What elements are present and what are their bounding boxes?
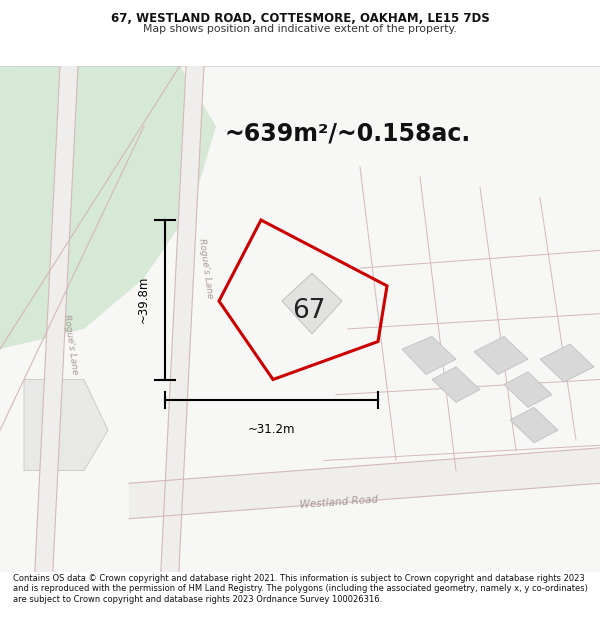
- Text: 67: 67: [292, 298, 326, 324]
- Text: ~31.2m: ~31.2m: [248, 422, 295, 436]
- Text: ~39.8m: ~39.8m: [137, 276, 150, 324]
- Polygon shape: [35, 66, 78, 572]
- Polygon shape: [129, 448, 600, 519]
- Polygon shape: [24, 379, 108, 471]
- Text: 67, WESTLAND ROAD, COTTESMORE, OAKHAM, LE15 7DS: 67, WESTLAND ROAD, COTTESMORE, OAKHAM, L…: [110, 12, 490, 26]
- Text: Westland Road: Westland Road: [299, 494, 379, 510]
- Polygon shape: [540, 344, 594, 382]
- Polygon shape: [282, 273, 342, 334]
- Text: Map shows position and indicative extent of the property.: Map shows position and indicative extent…: [143, 24, 457, 34]
- Polygon shape: [0, 66, 216, 349]
- Polygon shape: [510, 408, 558, 442]
- Polygon shape: [432, 367, 480, 402]
- Text: Rogue's Lane: Rogue's Lane: [197, 238, 214, 299]
- Text: Rogue's Lane: Rogue's Lane: [62, 313, 79, 375]
- Polygon shape: [474, 336, 528, 374]
- Polygon shape: [504, 372, 552, 408]
- Polygon shape: [161, 66, 204, 572]
- Text: ~639m²/~0.158ac.: ~639m²/~0.158ac.: [225, 122, 471, 146]
- Polygon shape: [402, 336, 456, 374]
- Text: Contains OS data © Crown copyright and database right 2021. This information is : Contains OS data © Crown copyright and d…: [13, 574, 588, 604]
